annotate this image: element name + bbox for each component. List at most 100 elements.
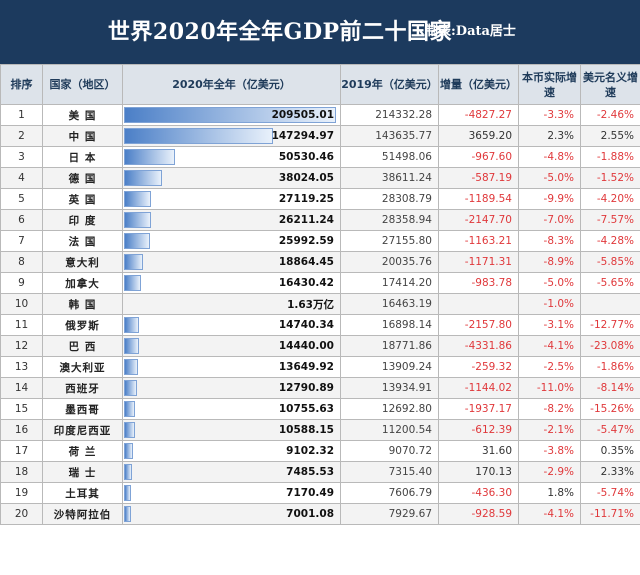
gdp-bar	[124, 464, 132, 480]
local-growth-cell: -8.3%	[518, 230, 581, 252]
usd-growth-cell: -11.71%	[580, 503, 640, 525]
gdp-2020-cell: 14740.34	[122, 314, 341, 336]
local-growth-cell: 1.8%	[518, 482, 581, 504]
rank-cell: 6	[0, 209, 43, 231]
header-rank: 排序	[0, 64, 43, 105]
gdp-bar	[124, 443, 134, 459]
country-cell: 俄罗斯	[42, 314, 123, 336]
usd-growth-cell: -5.85%	[580, 251, 640, 273]
table-row: 14 西班牙 12790.89 13934.91 -1144.02 -11.0% -8.14…	[0, 377, 640, 399]
table-row: 13 澳大利亚 13649.92 13909.24 -259.32 -2.5% -1.86%	[0, 356, 640, 378]
gdp-2020-cell: 1.63万亿	[122, 293, 341, 315]
gdp-bar	[124, 233, 151, 249]
rank-cell: 15	[0, 398, 43, 420]
usd-growth-cell: -15.26%	[580, 398, 640, 420]
header-row: 排序 国家（地区） 2020年全年（亿美元） 2019年（亿美元） 增量（亿美元…	[0, 64, 640, 105]
gdp-2019-cell: 7929.67	[340, 503, 439, 525]
table-row: 15 墨西哥 10755.63 12692.80 -1937.17 -8.2% -15.26…	[0, 398, 640, 420]
gdp-2019-cell: 143635.77	[340, 125, 439, 147]
gdp-bar	[124, 128, 274, 144]
usd-growth-cell: 0.35%	[580, 440, 640, 462]
increase-cell: -436.30	[438, 482, 519, 504]
gdp-2020-value: 14440.00	[278, 340, 334, 352]
gdp-2020-cell: 25992.59	[122, 230, 341, 252]
increase-cell: -587.19	[438, 167, 519, 189]
table-row: 9 加拿大 16430.42 17414.20 -983.78 -5.0% -5.65%	[0, 272, 640, 294]
gdp-2020-value: 10755.63	[278, 403, 334, 415]
gdp-bar	[124, 275, 141, 291]
country-cell: 美 国	[42, 104, 123, 126]
rank-cell: 13	[0, 356, 43, 378]
gdp-2019-cell: 28358.94	[340, 209, 439, 231]
gdp-2019-cell: 9070.72	[340, 440, 439, 462]
local-growth-cell: -1.0%	[518, 293, 581, 315]
local-growth-cell: -8.9%	[518, 251, 581, 273]
gdp-table: 排序 国家（地区） 2020年全年（亿美元） 2019年（亿美元） 增量（亿美元…	[0, 64, 640, 525]
gdp-2019-cell: 20035.76	[340, 251, 439, 273]
usd-growth-cell: -8.14%	[580, 377, 640, 399]
gdp-2019-cell: 7315.40	[340, 461, 439, 483]
gdp-bar	[124, 212, 151, 228]
gdp-2019-cell: 27155.80	[340, 230, 439, 252]
usd-growth-cell: -5.65%	[580, 272, 640, 294]
gdp-2020-cell: 147294.97	[122, 125, 341, 147]
usd-growth-cell: -12.77%	[580, 314, 640, 336]
gdp-2020-cell: 38024.05	[122, 167, 341, 189]
header-usd-growth: 美元名义增速	[580, 64, 640, 105]
gdp-2020-value: 13649.92	[278, 361, 334, 373]
gdp-2020-value: 7170.49	[286, 487, 334, 499]
table-row: 11 俄罗斯 14740.34 16898.14 -2157.80 -3.1% -12.77…	[0, 314, 640, 336]
increase-cell: 3659.20	[438, 125, 519, 147]
gdp-2020-value: 26211.24	[278, 214, 334, 226]
rank-cell: 20	[0, 503, 43, 525]
gdp-2019-cell: 7606.79	[340, 482, 439, 504]
country-cell: 印 度	[42, 209, 123, 231]
local-growth-cell: -3.1%	[518, 314, 581, 336]
increase-cell: -1163.21	[438, 230, 519, 252]
usd-growth-cell: 2.33%	[580, 461, 640, 483]
header-increase: 增量（亿美元）	[438, 64, 519, 105]
table-row: 18 瑞 士 7485.53 7315.40 170.13 -2.9% 2.33%	[0, 461, 640, 483]
increase-cell: 170.13	[438, 461, 519, 483]
country-cell: 德 国	[42, 167, 123, 189]
rank-cell: 2	[0, 125, 43, 147]
gdp-bar	[124, 170, 163, 186]
rank-cell: 16	[0, 419, 43, 441]
table-row: 19 土耳其 7170.49 7606.79 -436.30 1.8% -5.74%	[0, 482, 640, 504]
local-growth-cell: -7.0%	[518, 209, 581, 231]
increase-cell: -4827.27	[438, 104, 519, 126]
usd-growth-cell: -4.28%	[580, 230, 640, 252]
gdp-2020-value: 10588.15	[278, 424, 334, 436]
gdp-2020-cell: 7001.08	[122, 503, 341, 525]
increase-cell: -1171.31	[438, 251, 519, 273]
usd-growth-cell: -5.47%	[580, 419, 640, 441]
gdp-2020-value: 14740.34	[278, 319, 334, 331]
table-row: 10 韩 国 1.63万亿 16463.19 -1.0%	[0, 293, 640, 315]
country-cell: 中 国	[42, 125, 123, 147]
rank-cell: 17	[0, 440, 43, 462]
increase-cell: -2157.80	[438, 314, 519, 336]
increase-cell: -967.60	[438, 146, 519, 168]
local-growth-cell: -2.9%	[518, 461, 581, 483]
rank-cell: 14	[0, 377, 43, 399]
country-cell: 墨西哥	[42, 398, 123, 420]
usd-growth-cell: -7.57%	[580, 209, 640, 231]
gdp-2020-cell: 9102.32	[122, 440, 341, 462]
gdp-2020-value: 7485.53	[286, 466, 334, 478]
local-growth-cell: -2.5%	[518, 356, 581, 378]
increase-cell: -1937.17	[438, 398, 519, 420]
header-local-growth: 本币实际增速	[518, 64, 581, 105]
gdp-bar	[124, 359, 138, 375]
country-cell: 韩 国	[42, 293, 123, 315]
local-growth-cell: -5.0%	[518, 167, 581, 189]
rank-cell: 9	[0, 272, 43, 294]
gdp-2020-value: 147294.97	[271, 130, 334, 142]
gdp-2019-cell: 28308.79	[340, 188, 439, 210]
increase-cell: -612.39	[438, 419, 519, 441]
local-growth-cell: -2.1%	[518, 419, 581, 441]
